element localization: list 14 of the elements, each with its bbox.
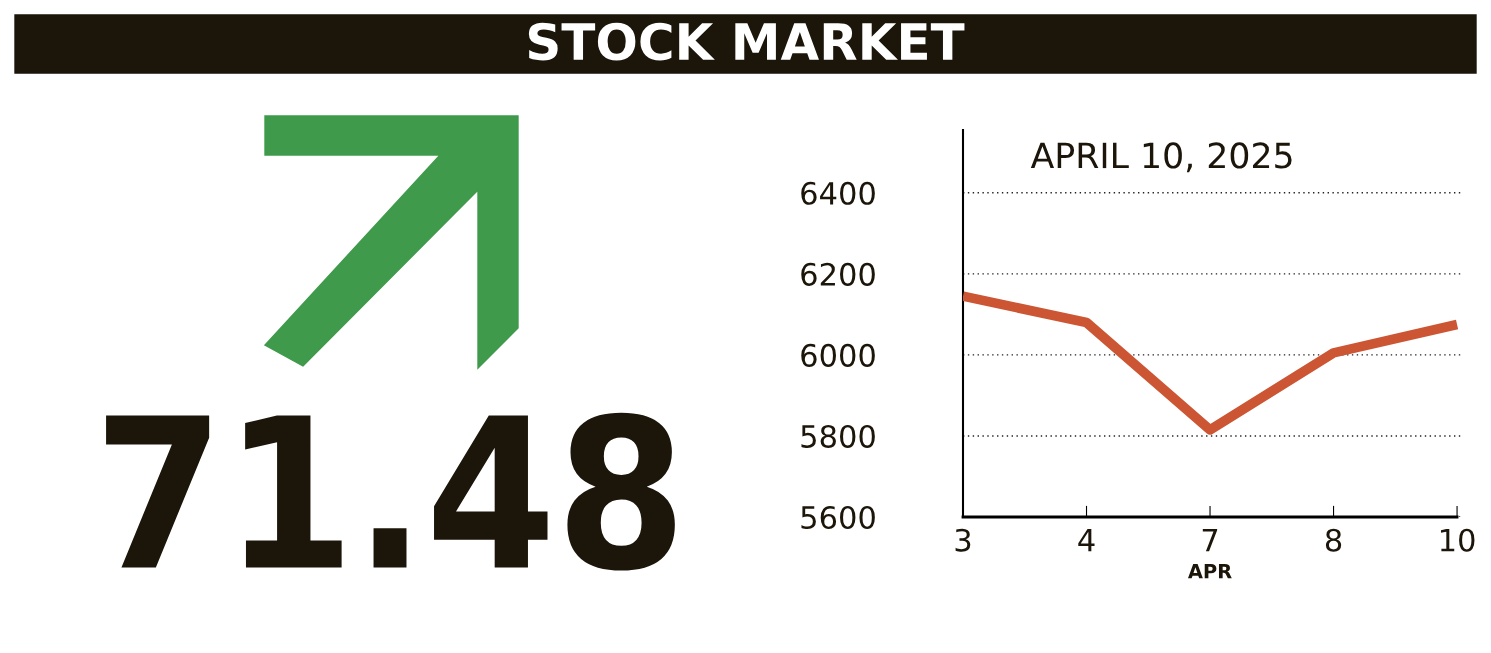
y-tick-label: 5800 bbox=[801, 424, 875, 448]
y-tick-label: 6200 bbox=[801, 262, 875, 286]
y-tick-label: 6000 bbox=[801, 343, 875, 367]
text: STOCK MARKET bbox=[528, 22, 965, 61]
x-tick-label: 10 bbox=[1440, 528, 1475, 552]
chart-title: APRIL 10, 2025 bbox=[1030, 142, 1292, 173]
text: 71.48 bbox=[106, 412, 675, 571]
x-axis-title: APR bbox=[1187, 564, 1232, 579]
x-tick-label: 7 bbox=[1202, 529, 1218, 552]
x-tick-label: 8 bbox=[1325, 528, 1342, 552]
x-tick-label: 3 bbox=[955, 528, 971, 552]
x-tick-label: 4 bbox=[1078, 529, 1095, 552]
y-tick-label: 5600 bbox=[801, 505, 875, 530]
y-tick-label: 6400 bbox=[801, 181, 875, 205]
